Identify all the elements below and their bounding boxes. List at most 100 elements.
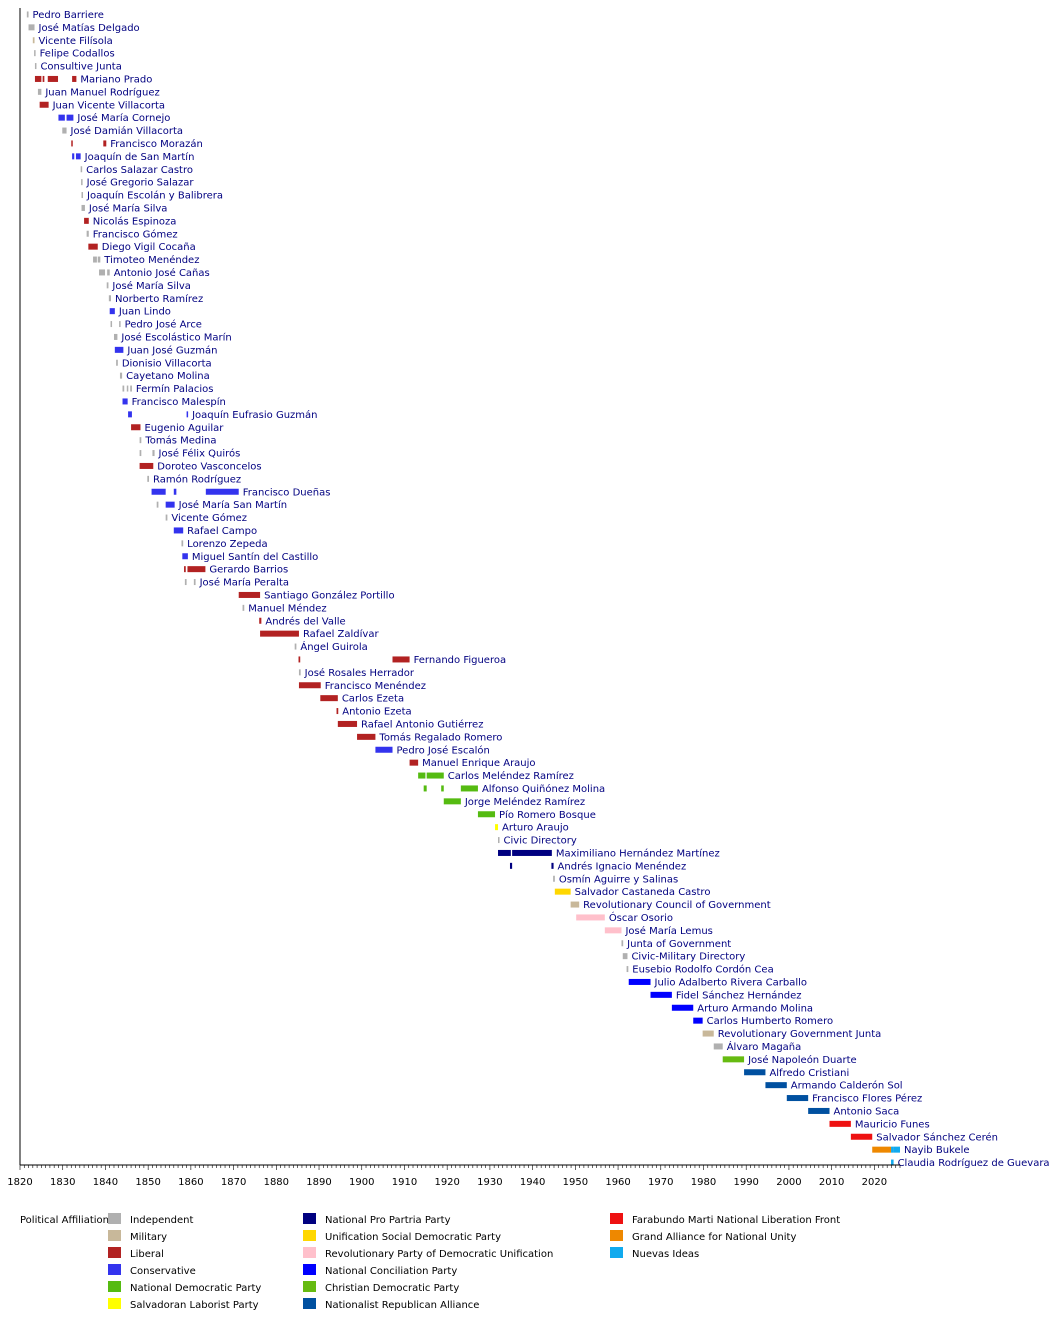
term-bar <box>130 385 132 392</box>
timeline-row: José María Lemus <box>604 925 713 937</box>
legend-entry: National Conciliation Party <box>303 1264 457 1277</box>
x-tick-label: 1850 <box>135 1177 160 1188</box>
term-bar <box>650 991 672 998</box>
legend-label: Christian Democratic Party <box>325 1283 459 1294</box>
timeline-row: Fernando Figueroa <box>298 655 506 666</box>
timeline-row: Francisco Morazán <box>71 138 203 150</box>
timeline-row: Tomás Medina <box>139 435 216 447</box>
timeline-row: Juan Lindo <box>109 307 171 318</box>
president-name-label: Norberto Ramírez <box>115 293 203 305</box>
president-name-label: Óscar Osorio <box>609 911 673 924</box>
term-bar <box>498 849 511 856</box>
term-bar <box>106 282 109 289</box>
legend-label: Nuevas Ideas <box>632 1249 699 1260</box>
president-name-label: José Escolástico Marín <box>120 331 231 343</box>
timeline-row: Alfonso Quiñónez Molina <box>423 783 605 795</box>
x-tick-label: 1860 <box>178 1177 203 1188</box>
legend-entry: Farabundo Marti National Liberation Fron… <box>610 1213 840 1226</box>
timeline-row: Vicente Filísola <box>32 35 113 47</box>
term-bar <box>151 488 166 495</box>
president-name-label: Junta of Government <box>626 939 731 950</box>
president-name-label: Salvador Sánchez Cerén <box>876 1131 998 1143</box>
president-name-label: Juan Vicente Villacorta <box>52 100 165 111</box>
president-name-label: Eugenio Aguilar <box>144 423 224 434</box>
term-bar <box>570 901 580 908</box>
timeline-row: Joaquín Eufrasio Guzmán <box>128 409 318 421</box>
president-name-label: Civic Directory <box>504 836 577 847</box>
term-bar <box>72 153 75 160</box>
x-tick-label: 1820 <box>7 1177 32 1188</box>
president-name-label: Pedro José Escalón <box>397 744 490 756</box>
term-bar <box>337 720 358 727</box>
legend-swatch <box>303 1230 316 1241</box>
x-tick-label: 1950 <box>563 1177 588 1188</box>
term-bar <box>626 966 629 973</box>
timeline-row: Juan Vicente Villacorta <box>39 100 165 111</box>
president-name-label: Antonio José Cañas <box>114 267 210 279</box>
term-bar <box>34 75 42 82</box>
term-bar <box>173 488 177 495</box>
legend-swatch <box>303 1281 316 1292</box>
president-name-label: Dionisio Villacorta <box>122 358 212 369</box>
timeline-row: Francisco Flores Pérez <box>786 1093 922 1105</box>
timeline-row: Arturo Araujo <box>495 823 569 834</box>
timeline-row: Pedro Barriere <box>26 10 104 21</box>
timeline-row: Antonio José Cañas <box>99 267 210 279</box>
term-bar <box>139 450 142 457</box>
timeline-row: Pedro José Escalón <box>375 744 490 756</box>
president-name-label: Carlos Ezeta <box>342 694 404 705</box>
term-bar <box>131 424 141 431</box>
president-name-label: Joaquín Eufrasio Guzmán <box>191 409 317 421</box>
term-bar <box>357 733 376 740</box>
president-name-label: Lorenzo Zepeda <box>187 539 267 550</box>
timeline-row: Rafael Campo <box>173 526 257 537</box>
term-bar <box>409 759 419 766</box>
timeline-row: Eusebio Rodolfo Cordón Cea <box>626 964 774 976</box>
term-bar <box>34 50 36 57</box>
term-bar <box>242 604 245 611</box>
term-bar <box>119 372 123 379</box>
president-name-label: Carlos Humberto Romero <box>707 1016 833 1027</box>
x-tick-label: 1840 <box>93 1177 118 1188</box>
legend-label: National Pro Partria Party <box>325 1215 451 1226</box>
term-bar <box>147 475 150 482</box>
legend-label: Nationalist Republican Alliance <box>325 1300 479 1311</box>
term-bar <box>786 1095 809 1102</box>
term-bar <box>477 811 496 818</box>
timeline-row: Pedro José Arce <box>110 319 202 331</box>
timeline-row: Carlos Salazar Castro <box>80 165 193 176</box>
timeline-row: Salvador Castaneda Castro <box>554 887 710 898</box>
legend-entry: Unification Social Democratic Party <box>303 1230 501 1243</box>
president-name-label: José María Silva <box>88 202 168 214</box>
president-name-label: Francisco Morazán <box>110 138 203 150</box>
president-name-label: Claudia Rodríguez de Guevara <box>898 1157 1050 1169</box>
term-bar <box>28 24 35 31</box>
president-name-label: José Rosales Herrador <box>304 667 415 679</box>
timeline-row: Mariano Prado <box>34 74 152 85</box>
term-bar <box>495 824 499 831</box>
president-name-label: Pedro José Arce <box>125 319 202 331</box>
timeline-row: Manuel Enrique Araujo <box>409 758 536 769</box>
president-name-label: Osmín Aguirre y Salinas <box>559 873 678 885</box>
president-name-label: Armando Calderón Sol <box>791 1080 903 1092</box>
president-name-label: Juan Lindo <box>118 307 171 318</box>
timeline-row: Pío Romero Bosque <box>477 809 596 821</box>
timeline-row: Carlos Meléndez Ramírez <box>418 770 574 782</box>
term-bar <box>58 114 65 121</box>
term-bar <box>205 488 239 495</box>
president-name-label: Miguel Santín del Castillo <box>192 551 318 563</box>
term-bar <box>891 1159 894 1166</box>
term-bar <box>320 695 338 702</box>
legend-label: Independent <box>130 1215 193 1226</box>
x-tick-label: 2020 <box>862 1177 887 1188</box>
legend-swatch <box>610 1213 623 1224</box>
term-bar <box>554 888 571 895</box>
timeline-row: Fermín Palacios <box>122 383 213 395</box>
timeline-row: Ángel Guirola <box>294 640 368 653</box>
legend-swatch <box>303 1264 316 1275</box>
president-name-label: Andrés del Valle <box>265 615 345 627</box>
term-bar <box>107 269 110 276</box>
timeline-row: Fidel Sánchez Hernández <box>650 989 802 1001</box>
term-bar <box>139 462 154 469</box>
